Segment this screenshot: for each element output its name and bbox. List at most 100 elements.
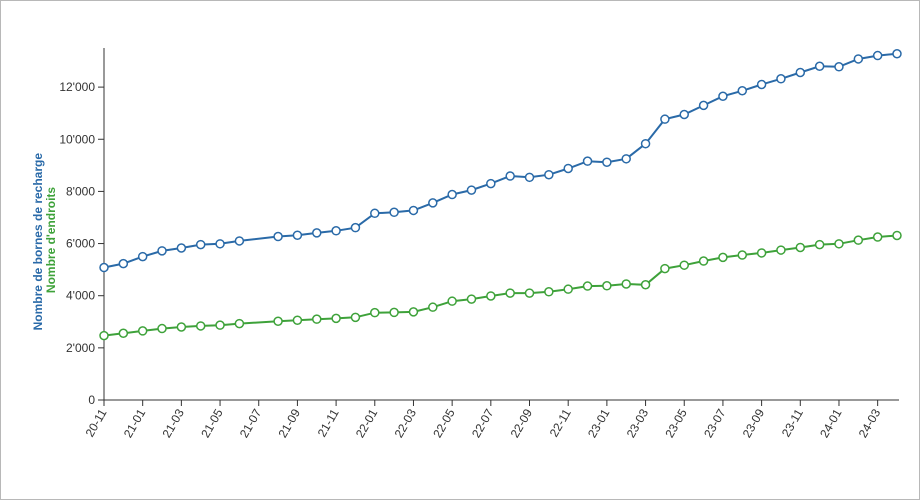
y-tick-label: 6'000	[66, 237, 95, 251]
y-axis-label-line-2: Nombre d'endroits	[44, 187, 58, 294]
data-point	[215, 320, 225, 330]
data-point	[370, 208, 380, 219]
data-point	[756, 248, 767, 258]
data-point	[486, 291, 496, 301]
y-tick-label: 4'000	[66, 289, 95, 303]
data-point	[137, 326, 148, 336]
data-point	[814, 61, 825, 72]
data-point	[621, 154, 631, 164]
data-point	[234, 236, 245, 246]
data-point	[137, 251, 148, 262]
x-tick-label: 22-09	[508, 406, 536, 440]
x-tick-label: 22-07	[469, 406, 497, 440]
data-point	[331, 226, 341, 236]
x-ticks: 20-11 21-01 21-03 21-05 21-07 21-09 21-11 22-01…	[83, 400, 884, 440]
series-layer	[99, 48, 902, 341]
data-point	[389, 207, 399, 218]
data-point	[640, 280, 651, 290]
data-point	[505, 288, 515, 298]
data-point	[621, 279, 631, 289]
x-tick-label: 23-11	[779, 406, 806, 439]
data-point	[853, 54, 864, 64]
data-point	[892, 48, 902, 59]
data-point	[157, 246, 167, 256]
data-point	[118, 328, 129, 339]
x-tick-label: 22-11	[547, 406, 574, 439]
data-point	[215, 239, 225, 249]
x-tick-label: 22-01	[353, 406, 381, 440]
data-point	[99, 330, 109, 341]
data-point	[756, 79, 767, 90]
data-point	[176, 322, 187, 332]
series	[99, 48, 902, 273]
y-axis-label-line-1: Nombre de bornes de recharge	[31, 153, 45, 331]
data-point	[679, 260, 689, 270]
data-point	[505, 171, 515, 181]
data-point	[660, 263, 670, 274]
y-tick-label: 0	[88, 393, 95, 407]
x-tick-label: 21-05	[198, 406, 226, 440]
x-tick-label: 21-03	[159, 406, 187, 440]
data-point	[389, 307, 399, 318]
data-point	[718, 252, 728, 263]
data-point	[776, 245, 786, 255]
data-point	[466, 294, 477, 304]
data-point	[544, 287, 554, 297]
data-point	[872, 50, 883, 61]
data-point	[795, 67, 806, 78]
data-point	[640, 138, 651, 149]
x-tick-label: 23-07	[701, 406, 729, 440]
data-point	[408, 205, 419, 216]
data-point	[698, 100, 709, 111]
data-point	[273, 231, 283, 242]
x-tick-label: 21-09	[276, 406, 304, 440]
data-point	[737, 86, 748, 96]
data-point	[486, 178, 496, 189]
x-tick-label: 23-03	[624, 406, 652, 440]
x-tick-label: 22-05	[430, 406, 458, 440]
axes	[103, 48, 899, 401]
series-line	[103, 52, 898, 269]
x-tick-label: 22-03	[392, 406, 420, 440]
y-tick-label: 12'000	[59, 80, 95, 94]
data-point	[853, 235, 864, 245]
data-point	[602, 157, 612, 167]
x-tick-label: 20-11	[83, 406, 110, 439]
data-point	[408, 307, 419, 317]
data-point	[582, 281, 593, 291]
x-tick-label: 24-03	[856, 406, 884, 440]
data-point	[602, 281, 612, 291]
data-point	[195, 239, 206, 250]
data-point	[292, 315, 303, 325]
data-point	[428, 302, 438, 312]
data-point	[563, 163, 573, 174]
series	[99, 230, 902, 341]
y-axis-label: Nombre de bornes de recharge Nombre d'en…	[31, 150, 58, 331]
data-point	[814, 239, 825, 250]
data-point	[524, 172, 535, 183]
data-point	[544, 169, 554, 180]
data-point	[679, 109, 689, 120]
data-point	[370, 307, 380, 318]
data-point	[292, 230, 303, 240]
data-point	[582, 156, 593, 166]
data-point	[195, 321, 206, 331]
y-tick-label: 2'000	[66, 341, 95, 355]
data-point	[563, 284, 573, 294]
data-point	[447, 296, 457, 306]
data-point	[428, 198, 438, 208]
data-point	[312, 314, 322, 324]
y-tick-label: 8'000	[66, 184, 95, 198]
data-point	[350, 222, 361, 233]
data-point	[737, 250, 748, 260]
data-point	[350, 312, 361, 323]
data-point	[118, 258, 129, 269]
x-tick-label: 23-01	[585, 406, 613, 440]
x-tick-label: 21-11	[315, 406, 342, 439]
data-point	[99, 262, 109, 273]
x-tick-label: 23-09	[740, 406, 768, 440]
data-point	[176, 243, 187, 253]
x-tick-label: 21-07	[237, 406, 265, 440]
